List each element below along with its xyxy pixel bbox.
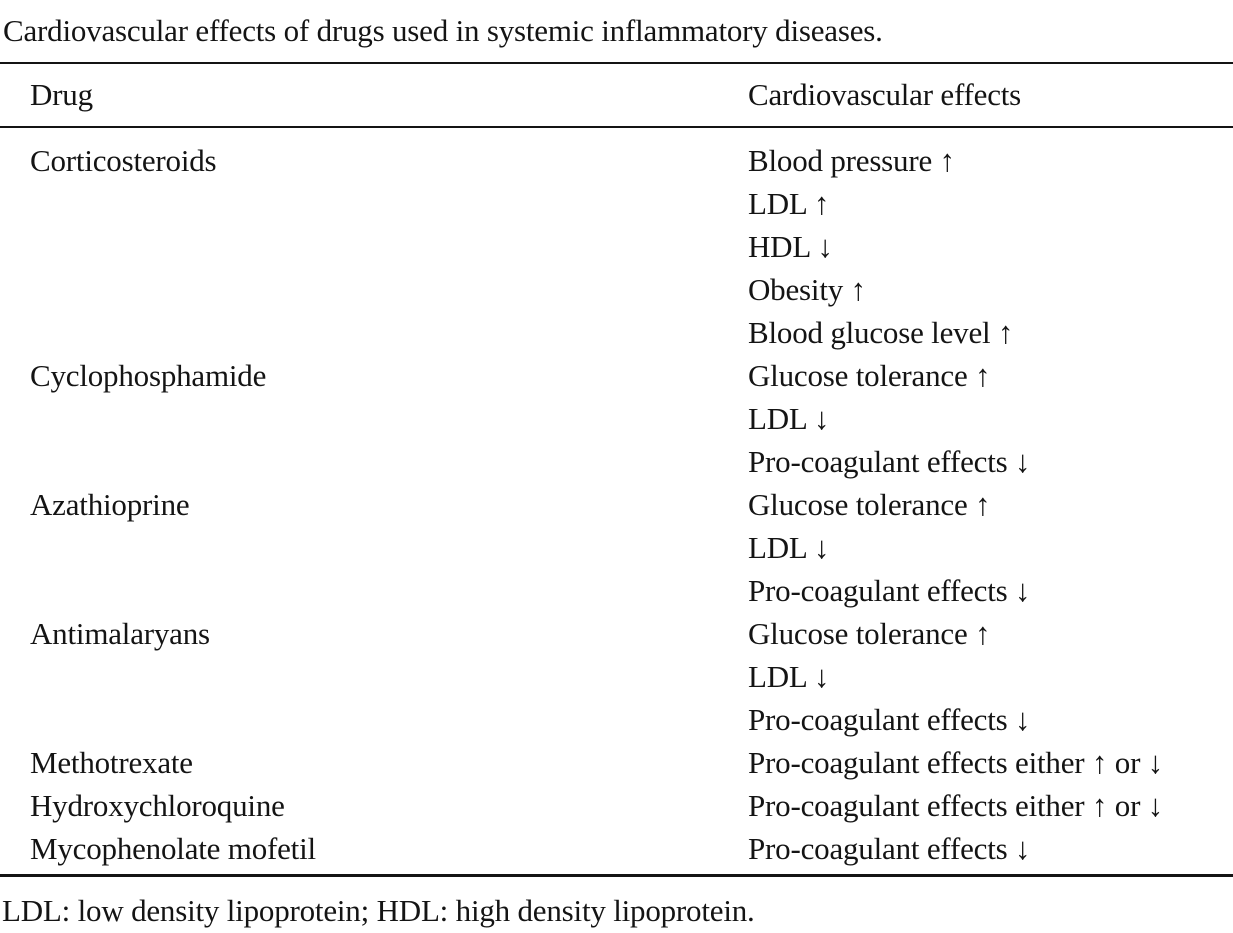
table-row: Corticosteroids Blood pressure ↑ LDL ↑ HDL …	[0, 139, 1233, 354]
column-header-drug: Drug	[30, 77, 93, 112]
table-row: Azathioprine Glucose tolerance ↑ LDL ↓ Pro-…	[0, 483, 1233, 612]
effect-line: HDL ↓	[748, 229, 833, 264]
table-row: Methotrexate Pro-coagulant effects either…	[0, 741, 1233, 784]
effect-line: Pro-coagulant effects either ↑ or ↓	[748, 745, 1164, 780]
effects-cell: Blood pressure ↑ LDL ↑ HDL ↓ Obesity ↑ Blood…	[748, 139, 1233, 354]
effect-line: Pro-coagulant effects ↓	[748, 702, 1031, 737]
effects-cell: Glucose tolerance ↑ LDL ↓ Pro-coagulant ef…	[748, 612, 1233, 741]
effect-line: Obesity ↑	[748, 272, 866, 307]
drug-name-cell: Cyclophosphamide	[30, 358, 267, 393]
table-body: Corticosteroids Blood pressure ↑ LDL ↑ HDL …	[0, 128, 1233, 874]
drug-name-cell: Mycophenolate mofetil	[30, 831, 316, 866]
drug-name-cell: Antimalaryans	[30, 616, 210, 651]
table-row: Mycophenolate mofetil Pro-coagulant effec…	[0, 827, 1233, 870]
effect-line: Pro-coagulant effects ↓	[748, 444, 1031, 479]
effect-line: Blood pressure ↑	[748, 143, 955, 178]
effects-cell: Glucose tolerance ↑ LDL ↓ Pro-coagulant ef…	[748, 483, 1233, 612]
effect-line: Glucose tolerance ↑	[748, 487, 991, 522]
table-row: Hydroxychloroquine Pro-coagulant effects …	[0, 784, 1233, 827]
effect-line: LDL ↓	[748, 530, 830, 565]
effects-cell: Pro-coagulant effects either ↑ or ↓	[748, 741, 1233, 784]
table-row: Antimalaryans Glucose tolerance ↑ LDL ↓ Pro…	[0, 612, 1233, 741]
effect-line: Pro-coagulant effects ↓	[748, 831, 1031, 866]
effect-line: Blood glucose level ↑	[748, 315, 1014, 350]
effect-line: Pro-coagulant effects ↓	[748, 573, 1031, 608]
drug-effects-table: Drug Cardiovascular effects Corticostero…	[0, 62, 1233, 877]
effects-cell: Pro-coagulant effects either ↑ or ↓	[748, 784, 1233, 827]
table-row: Cyclophosphamide Glucose tolerance ↑ LDL ↓…	[0, 354, 1233, 483]
effect-line: LDL ↓	[748, 659, 830, 694]
effect-line: Glucose tolerance ↑	[748, 616, 991, 651]
effect-line: LDL ↓	[748, 401, 830, 436]
table-header-row: Drug Cardiovascular effects	[0, 64, 1233, 128]
effects-cell: Glucose tolerance ↑ LDL ↓ Pro-coagulant ef…	[748, 354, 1233, 483]
drug-name-cell: Corticosteroids	[30, 143, 217, 178]
table-footnote: LDL: low density lipoprotein; HDL: high …	[2, 893, 755, 928]
effects-cell: Pro-coagulant effects ↓	[748, 827, 1233, 870]
drug-name-cell: Hydroxychloroquine	[30, 788, 285, 823]
drug-name-cell: Azathioprine	[30, 487, 190, 522]
table-caption: Cardiovascular effects of drugs used in …	[3, 13, 883, 48]
effect-line: LDL ↑	[748, 186, 830, 221]
column-header-cardiovascular-effects: Cardiovascular effects	[748, 77, 1022, 112]
effect-line: Glucose tolerance ↑	[748, 358, 991, 393]
effect-line: Pro-coagulant effects either ↑ or ↓	[748, 788, 1164, 823]
drug-name-cell: Methotrexate	[30, 745, 193, 780]
